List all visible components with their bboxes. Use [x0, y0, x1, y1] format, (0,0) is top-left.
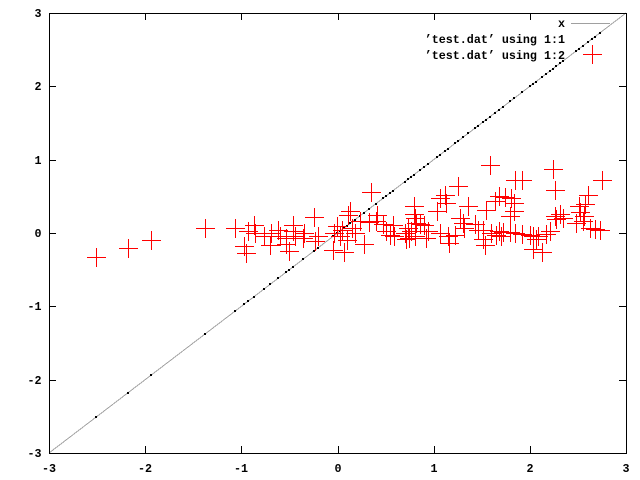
svg-text:0: 0	[334, 462, 341, 476]
svg-text:-2: -2	[138, 462, 152, 476]
svg-text:x: x	[558, 17, 565, 31]
svg-text:-1: -1	[27, 300, 41, 314]
svg-text:’test.dat’ using 1:1: ’test.dat’ using 1:1	[425, 33, 565, 47]
svg-text:-1: -1	[234, 462, 248, 476]
svg-text:’test.dat’ using 1:2: ’test.dat’ using 1:2	[425, 49, 565, 63]
svg-text:-3: -3	[27, 447, 41, 461]
svg-text:-3: -3	[42, 462, 56, 476]
svg-text:1: 1	[430, 462, 437, 476]
svg-text:3: 3	[34, 7, 41, 21]
svg-text:1: 1	[34, 154, 41, 168]
svg-text:0: 0	[34, 227, 41, 241]
svg-text:2: 2	[526, 462, 533, 476]
svg-text:-2: -2	[27, 374, 41, 388]
svg-text:2: 2	[34, 80, 41, 94]
svg-text:3: 3	[622, 462, 629, 476]
